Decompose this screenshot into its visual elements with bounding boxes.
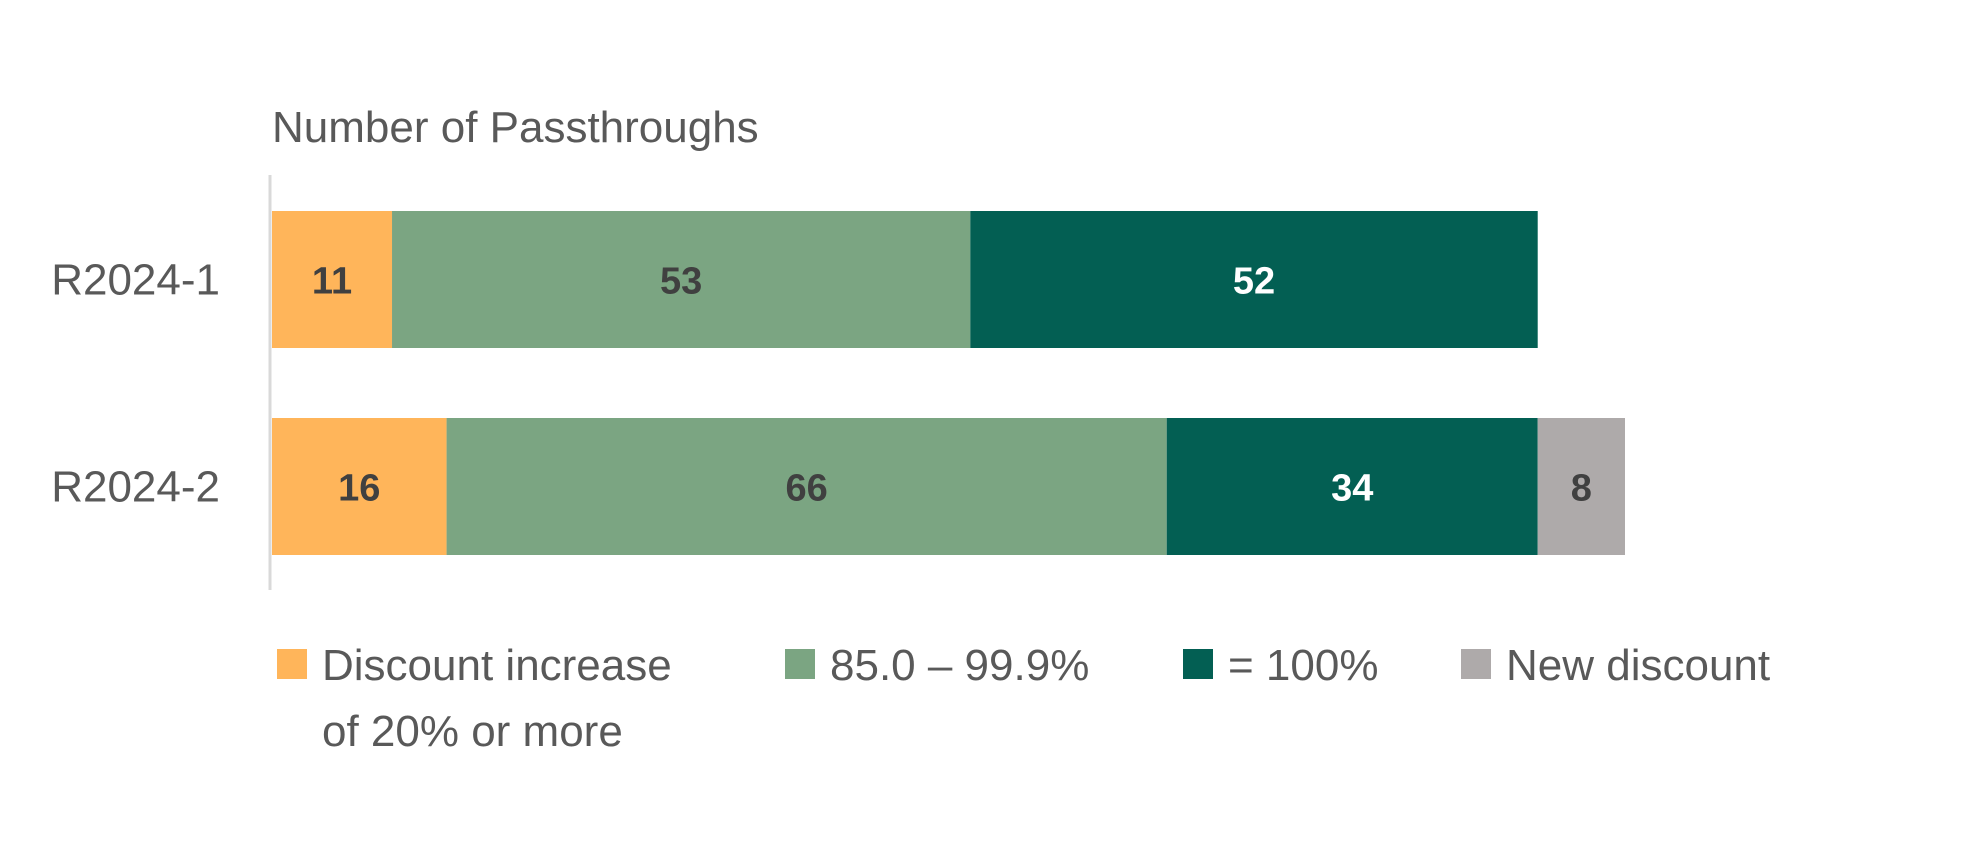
legend-item: New discount [1461,641,1770,690]
legend-swatch [1183,649,1213,679]
legend-item: 85.0 – 99.9% [785,641,1089,690]
bar-segment [272,418,447,555]
bar-segment [272,211,393,348]
category-label: R2024-2 [51,463,220,512]
legend: Discount increase of 20% or more 85.0 – 99… [277,641,1770,756]
axis-title: Number of Passthroughs [272,103,759,152]
legend-item: Discount increase of 20% or more [277,641,672,756]
data-label: 52 [1233,261,1275,303]
data-label: 8 [1571,468,1592,510]
category-label: R2024-1 [51,256,220,305]
legend-swatch [277,649,307,679]
bar-segment [446,418,1167,555]
data-label: 66 [786,468,828,510]
legend-label: Discount increase [322,641,672,690]
data-label: 34 [1331,468,1373,510]
data-label: 53 [660,261,702,303]
bars-group: 11 53 52 16 66 34 8 [272,211,1625,555]
legend-swatch [1461,649,1491,679]
bar-segment [392,211,971,348]
data-label: 11 [312,261,352,303]
legend-label: of 20% or more [322,707,623,756]
category-labels-group: R2024-1 R2024-2 [51,256,220,512]
legend-label: New discount [1506,641,1770,690]
legend-swatch [785,649,815,679]
data-label: 16 [338,468,380,510]
legend-label: = 100% [1228,641,1378,690]
bar-segment [1537,418,1625,555]
bar-segment [970,211,1538,348]
legend-label: 85.0 – 99.9% [830,641,1089,690]
bar-segment [1166,418,1538,555]
legend-item: = 100% [1183,641,1378,690]
